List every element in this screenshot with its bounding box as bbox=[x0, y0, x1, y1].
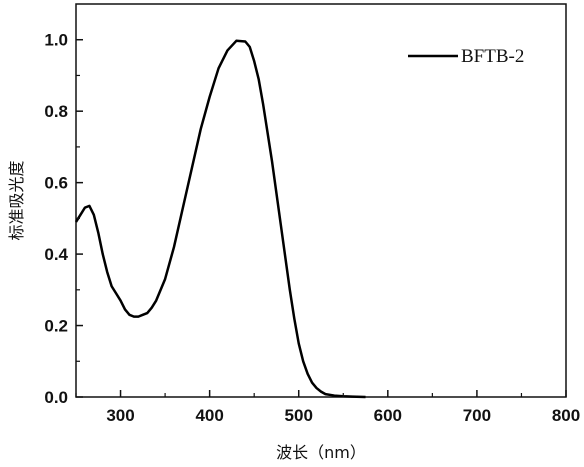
x-axis-title: 波长（nm） bbox=[276, 443, 366, 462]
y-tick-label: 0.6 bbox=[44, 174, 68, 193]
plot-area bbox=[74, 3, 567, 399]
x-tick-label: 700 bbox=[463, 406, 491, 425]
y-tick-label: 0.4 bbox=[44, 245, 68, 264]
x-tick-label: 400 bbox=[195, 406, 223, 425]
x-tick-label: 600 bbox=[374, 406, 402, 425]
x-tick-label: 800 bbox=[552, 406, 580, 425]
y-axis-title: 标准吸光度 bbox=[7, 160, 26, 240]
y-tick-label: 0.8 bbox=[44, 102, 68, 121]
y-tick-label: 0.0 bbox=[44, 388, 68, 407]
x-tick-label: 300 bbox=[106, 406, 134, 425]
y-tick-label: 1.0 bbox=[44, 31, 68, 50]
x-axis: 300 400 500 600 700 800 bbox=[75, 390, 580, 425]
legend: BFTB-2 bbox=[408, 46, 524, 67]
legend-series-label: BFTB-2 bbox=[461, 46, 524, 67]
series-group bbox=[74, 39, 366, 399]
series-line-0 bbox=[74, 39, 366, 399]
y-tick-label: 0.2 bbox=[44, 317, 68, 336]
y-axis: 0.0 0.2 0.4 0.6 0.8 1.0 bbox=[44, 31, 83, 407]
plot-frame bbox=[75, 3, 567, 398]
x-tick-label: 500 bbox=[285, 406, 313, 425]
